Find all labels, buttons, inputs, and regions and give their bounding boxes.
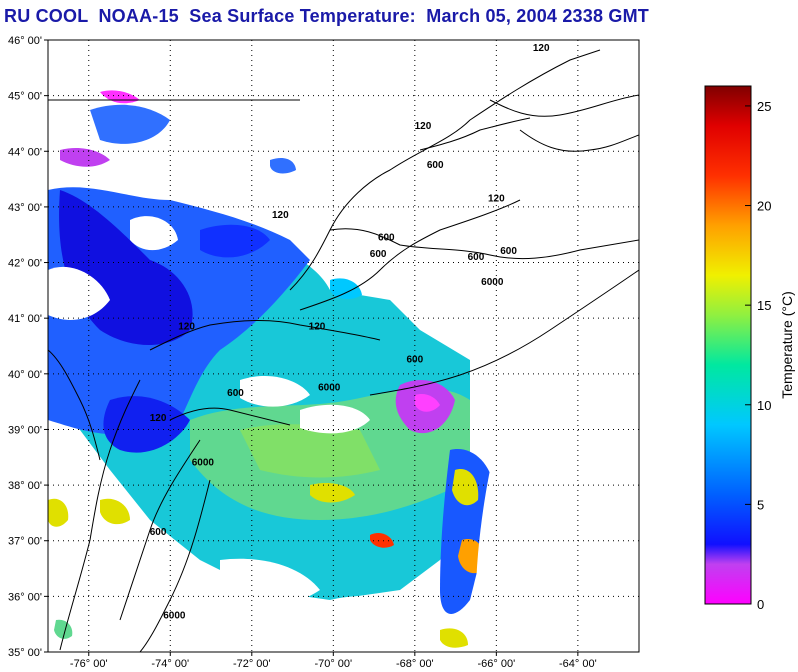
lat-tick-label: 40° 00' bbox=[8, 369, 42, 381]
lon-tick-label: -76° 00' bbox=[70, 658, 108, 670]
colorbar-tick-label: 15 bbox=[757, 298, 771, 313]
contour-depth-label: 600 bbox=[500, 246, 517, 257]
lon-tick-label: -64° 00' bbox=[559, 658, 597, 670]
colorbar-tick-label: 0 bbox=[757, 597, 764, 612]
coastline-bathymetry bbox=[48, 49, 639, 652]
lat-tick-label: 39° 00' bbox=[8, 424, 42, 436]
contour-depth-label: 600 bbox=[227, 388, 244, 399]
contour-depth-label: 600 bbox=[427, 160, 444, 171]
map-title: RU COOL NOAA-15 Sea Surface Temperature:… bbox=[4, 6, 649, 26]
lon-tick-label: -68° 00' bbox=[396, 658, 434, 670]
colorbar-tick-label: 5 bbox=[757, 497, 764, 512]
contour-depth-label: 6000 bbox=[481, 277, 504, 288]
contour-depth-label: 120 bbox=[415, 121, 432, 132]
lon-tick-label: -70° 00' bbox=[314, 658, 352, 670]
colorbar-bar bbox=[704, 85, 752, 605]
lat-tick-label: 36° 00' bbox=[8, 591, 42, 603]
lat-tick-label: 46° 00' bbox=[8, 35, 42, 47]
contour-depth-label: 6000 bbox=[318, 383, 341, 394]
lon-tick-label: -74° 00' bbox=[151, 658, 189, 670]
lat-tick-label: 42° 00' bbox=[8, 258, 42, 270]
contour-depth-label: 120 bbox=[272, 210, 289, 221]
lat-tick-label: 44° 00' bbox=[8, 146, 42, 158]
colorbar-tick-label: 10 bbox=[757, 398, 771, 413]
lat-tick-label: 37° 00' bbox=[8, 536, 42, 548]
colorbar-title: Temperature (°C) bbox=[779, 291, 795, 399]
contour-depth-label: 6000 bbox=[163, 611, 186, 622]
colorbar-tick-label: 25 bbox=[757, 99, 771, 114]
temperature-colorbar: 0 5 10 15 20 25 Temperature (°C) bbox=[704, 85, 795, 612]
colorbar-ticks: 0 5 10 15 20 25 bbox=[745, 99, 771, 612]
longitude-tick-labels: -76° 00' -74° 00' -72° 00' -70° 00' -68° 00'… bbox=[70, 658, 597, 670]
contour-depth-label: 600 bbox=[150, 527, 167, 538]
lat-lon-grid bbox=[44, 39, 639, 656]
sst-imagery bbox=[48, 40, 639, 652]
contour-depth-label: 6000 bbox=[192, 458, 215, 469]
lat-tick-label: 35° 00' bbox=[8, 647, 42, 659]
contour-depth-label: 600 bbox=[370, 249, 387, 260]
colorbar-tick-label: 20 bbox=[757, 199, 771, 214]
map-frame bbox=[47, 39, 640, 653]
contour-depth-label: 120 bbox=[309, 321, 326, 332]
contour-depth-label: 600 bbox=[378, 232, 395, 243]
contour-depth-label: 120 bbox=[488, 193, 505, 204]
lat-tick-label: 38° 00' bbox=[8, 480, 42, 492]
lat-tick-label: 45° 00' bbox=[8, 91, 42, 103]
contour-depth-label: 120 bbox=[150, 413, 167, 424]
contour-depth-label: 120 bbox=[178, 321, 195, 332]
lat-tick-label: 43° 00' bbox=[8, 202, 42, 214]
contour-depth-label: 600 bbox=[468, 252, 485, 263]
lon-tick-label: -66° 00' bbox=[477, 658, 515, 670]
lon-tick-label: -72° 00' bbox=[233, 658, 271, 670]
latitude-tick-labels: 46° 00' 45° 00' 44° 00' 43° 00' 42° 00' 41° 0… bbox=[8, 35, 42, 659]
lat-tick-label: 41° 00' bbox=[8, 313, 42, 325]
contour-depth-label: 120 bbox=[533, 43, 550, 54]
